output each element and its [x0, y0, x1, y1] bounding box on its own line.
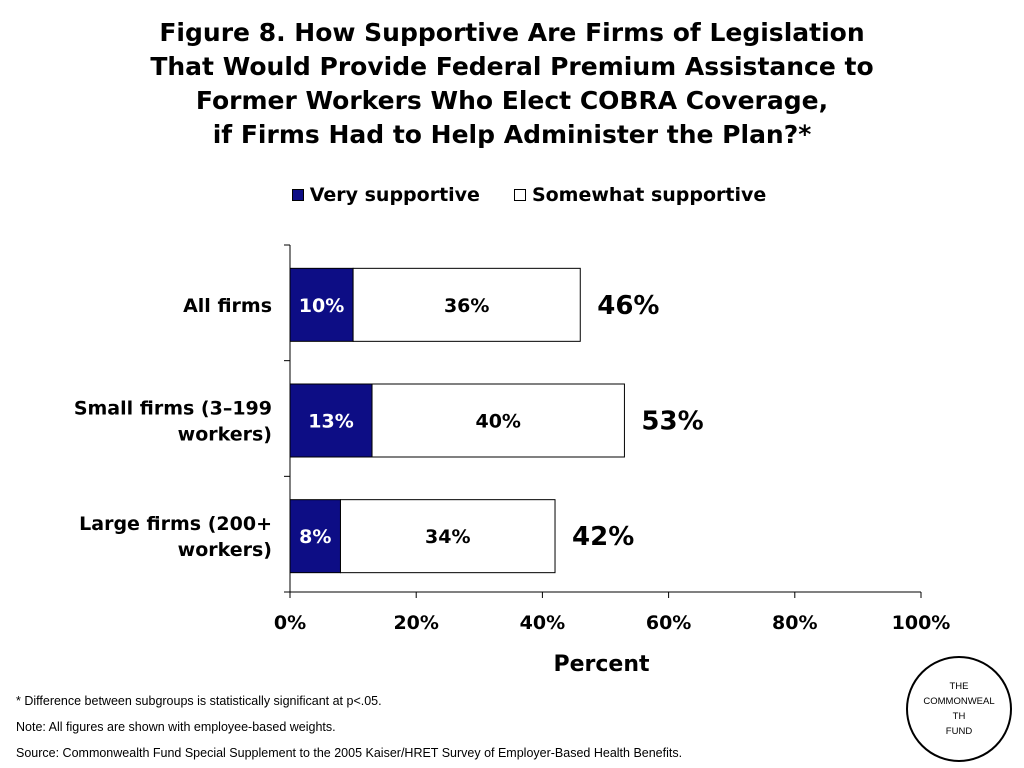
bar-segment-somewhat: [371, 383, 625, 458]
legend-label-somewhat: Somewhat supportive: [531, 184, 767, 206]
title-line-2: That Would Provide Federal Premium Assis…: [150, 52, 874, 81]
logo-line-2: COMMONWEALTH: [923, 696, 995, 722]
x-tick-label: 20%: [393, 612, 438, 634]
category-label: workers): [178, 539, 272, 561]
data-label-very: 13%: [308, 411, 353, 433]
title-line-4: if Firms Had to Help Administer the Plan…: [212, 120, 812, 149]
legend-swatch-very: [291, 189, 304, 201]
footnote-source: Source: Commonwealth Fund Special Supple…: [16, 746, 683, 760]
legend: Very supportive Somewhat supportive: [0, 184, 1024, 206]
logo-line-3: FUND: [945, 726, 973, 737]
x-tick-label: 40%: [520, 612, 565, 634]
category-label: Small firms (3–199: [74, 398, 272, 420]
legend-item-somewhat: Somewhat supportive: [513, 184, 767, 206]
footnote-significance: * Difference between subgroups is statis…: [16, 694, 382, 708]
total-label: 53%: [641, 407, 703, 437]
bar-segment-somewhat: [352, 267, 581, 342]
footnote-note: Note: All figures are shown with employe…: [16, 720, 336, 734]
x-tick-label: 60%: [646, 612, 691, 634]
legend-item-very: Very supportive: [291, 184, 480, 206]
category-label: Large firms (200+: [79, 513, 272, 535]
bar-segment-very: [289, 383, 373, 458]
x-axis-title: Percent: [553, 652, 650, 677]
commonwealth-fund-logo: THE COMMONWEALTH FUND: [906, 656, 1012, 762]
x-tick-label: 0%: [274, 612, 306, 634]
legend-label-very: Very supportive: [309, 184, 480, 206]
legend-swatch-somewhat: [513, 189, 526, 201]
data-label-somewhat: 40%: [475, 411, 520, 433]
footnotes: * Difference between subgroups is statis…: [16, 688, 682, 766]
chart-title: Figure 8. How Supportive Are Firms of Le…: [60, 16, 964, 152]
data-label-very: 10%: [299, 295, 344, 317]
bar-segment-very: [289, 267, 354, 342]
total-label: 46%: [597, 291, 659, 321]
x-tick-label: 100%: [892, 612, 951, 634]
category-label: All firms: [183, 295, 272, 317]
bar-segment-very: [289, 499, 341, 574]
logo-line-1: THE: [949, 681, 969, 692]
title-line-1: Figure 8. How Supportive Are Firms of Le…: [159, 18, 865, 47]
title-line-3: Former Workers Who Elect COBRA Coverage,: [195, 86, 829, 115]
bar-segment-somewhat: [339, 499, 556, 574]
bar-chart: 0% 20% 40% 60% 80% 100% Percent All firms 10% 36%…: [74, 244, 951, 677]
data-label-somewhat: 36%: [444, 295, 489, 317]
category-label: workers): [178, 424, 272, 446]
data-label-somewhat: 34%: [425, 526, 470, 548]
x-tick-label: 80%: [772, 612, 817, 634]
data-label-very: 8%: [299, 526, 331, 548]
total-label: 42%: [572, 522, 634, 552]
